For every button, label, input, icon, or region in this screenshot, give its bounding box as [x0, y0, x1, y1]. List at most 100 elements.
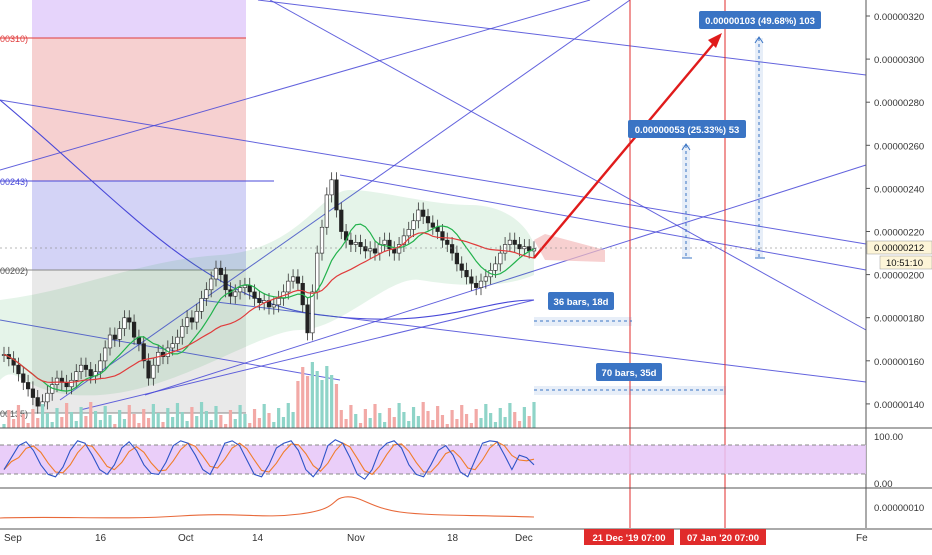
volume-bar [171, 417, 174, 428]
candle [89, 370, 93, 376]
volume-bar [455, 419, 458, 428]
volume-bar [426, 411, 429, 428]
candle [70, 380, 74, 386]
candle [238, 288, 242, 292]
volume-bar [166, 408, 169, 428]
volume-bar [513, 412, 516, 428]
candle [79, 365, 83, 371]
volume-bar [118, 410, 121, 428]
volume-bar [470, 423, 473, 428]
fib-zone-purple [32, 0, 246, 38]
volume-bar [523, 407, 526, 428]
candle [36, 398, 40, 407]
volume-bar [417, 416, 420, 428]
candle [258, 298, 262, 302]
volume-bar [306, 376, 309, 428]
volume-bar [195, 416, 198, 428]
candle [412, 221, 416, 230]
volume-bar [441, 415, 444, 428]
volume-bar [460, 405, 463, 428]
volume-bar [508, 403, 511, 428]
volume-bar [532, 402, 535, 428]
volume-bar [287, 403, 290, 428]
fib-label-upper: 00310) [0, 34, 28, 44]
volume-bar [407, 421, 410, 428]
volume-bar [291, 412, 294, 428]
volume-bar [22, 414, 25, 428]
volume-bar [528, 416, 531, 428]
candle [205, 290, 209, 299]
volume-bar [518, 421, 521, 428]
candle [123, 318, 127, 329]
candle [455, 253, 459, 264]
candle [359, 242, 363, 246]
volume-bar [450, 410, 453, 428]
candle [147, 361, 151, 378]
annotation-text: 36 bars, 18d [554, 297, 609, 308]
volume-bar [330, 375, 333, 428]
candle [200, 298, 204, 311]
candle [503, 244, 507, 253]
volume-bar [89, 402, 92, 428]
candle [132, 322, 136, 337]
candle [320, 227, 324, 253]
candle [99, 361, 103, 372]
volume-bar [258, 418, 261, 428]
candle [21, 374, 25, 383]
volume-bar [17, 405, 20, 428]
last-price-label: 0.00000212 [874, 243, 924, 254]
volume-bar [431, 420, 434, 428]
time-axis-label: Oct [178, 533, 194, 544]
candle [378, 244, 382, 253]
volume-bar [475, 409, 478, 428]
time-axis-label: Fe [856, 533, 868, 544]
candle [339, 210, 343, 232]
volume-bar [349, 405, 352, 428]
candle [291, 277, 295, 281]
candle [219, 268, 223, 274]
candle [407, 229, 411, 235]
price-tick-label: 0.00000200 [874, 271, 924, 282]
volume-bar [301, 367, 304, 428]
volume-bar [320, 380, 323, 428]
volume-bar [340, 410, 343, 428]
volume-bar [214, 406, 217, 428]
candle [450, 244, 454, 253]
candle [272, 305, 276, 307]
volume-bar [79, 407, 82, 428]
candle [431, 223, 435, 227]
volume-bar [436, 406, 439, 428]
volume-bar [65, 403, 68, 428]
volume-bar [200, 402, 203, 428]
volume-bar [190, 407, 193, 428]
candle [31, 389, 35, 398]
volume-bar [210, 420, 213, 428]
candle [426, 216, 430, 222]
candle [354, 242, 358, 244]
countdown-label: 10:51:10 [886, 258, 923, 269]
volume-bar [354, 414, 357, 428]
candle [190, 318, 194, 322]
oscillator-tick-label: 0.00000010 [874, 503, 924, 514]
time-axis-label: Dec [515, 533, 533, 544]
candle [65, 382, 69, 386]
volume-bar [142, 409, 145, 428]
candle [277, 298, 281, 304]
volume-bar [46, 413, 49, 428]
stoch-tick-label: 100.00 [874, 432, 903, 443]
candle [306, 305, 310, 333]
time-axis-label: Nov [347, 533, 365, 544]
volume-bar [412, 407, 415, 428]
volume-bar [123, 419, 126, 428]
volume-bar [234, 419, 237, 428]
candle [74, 372, 78, 381]
volume-bar [36, 418, 39, 428]
volume-bar [104, 406, 107, 428]
volume-bar [26, 423, 29, 428]
volume-bar [55, 408, 58, 428]
candle [127, 318, 131, 322]
volume-bar [185, 421, 188, 428]
price-tick-label: 0.00000160 [874, 357, 924, 368]
